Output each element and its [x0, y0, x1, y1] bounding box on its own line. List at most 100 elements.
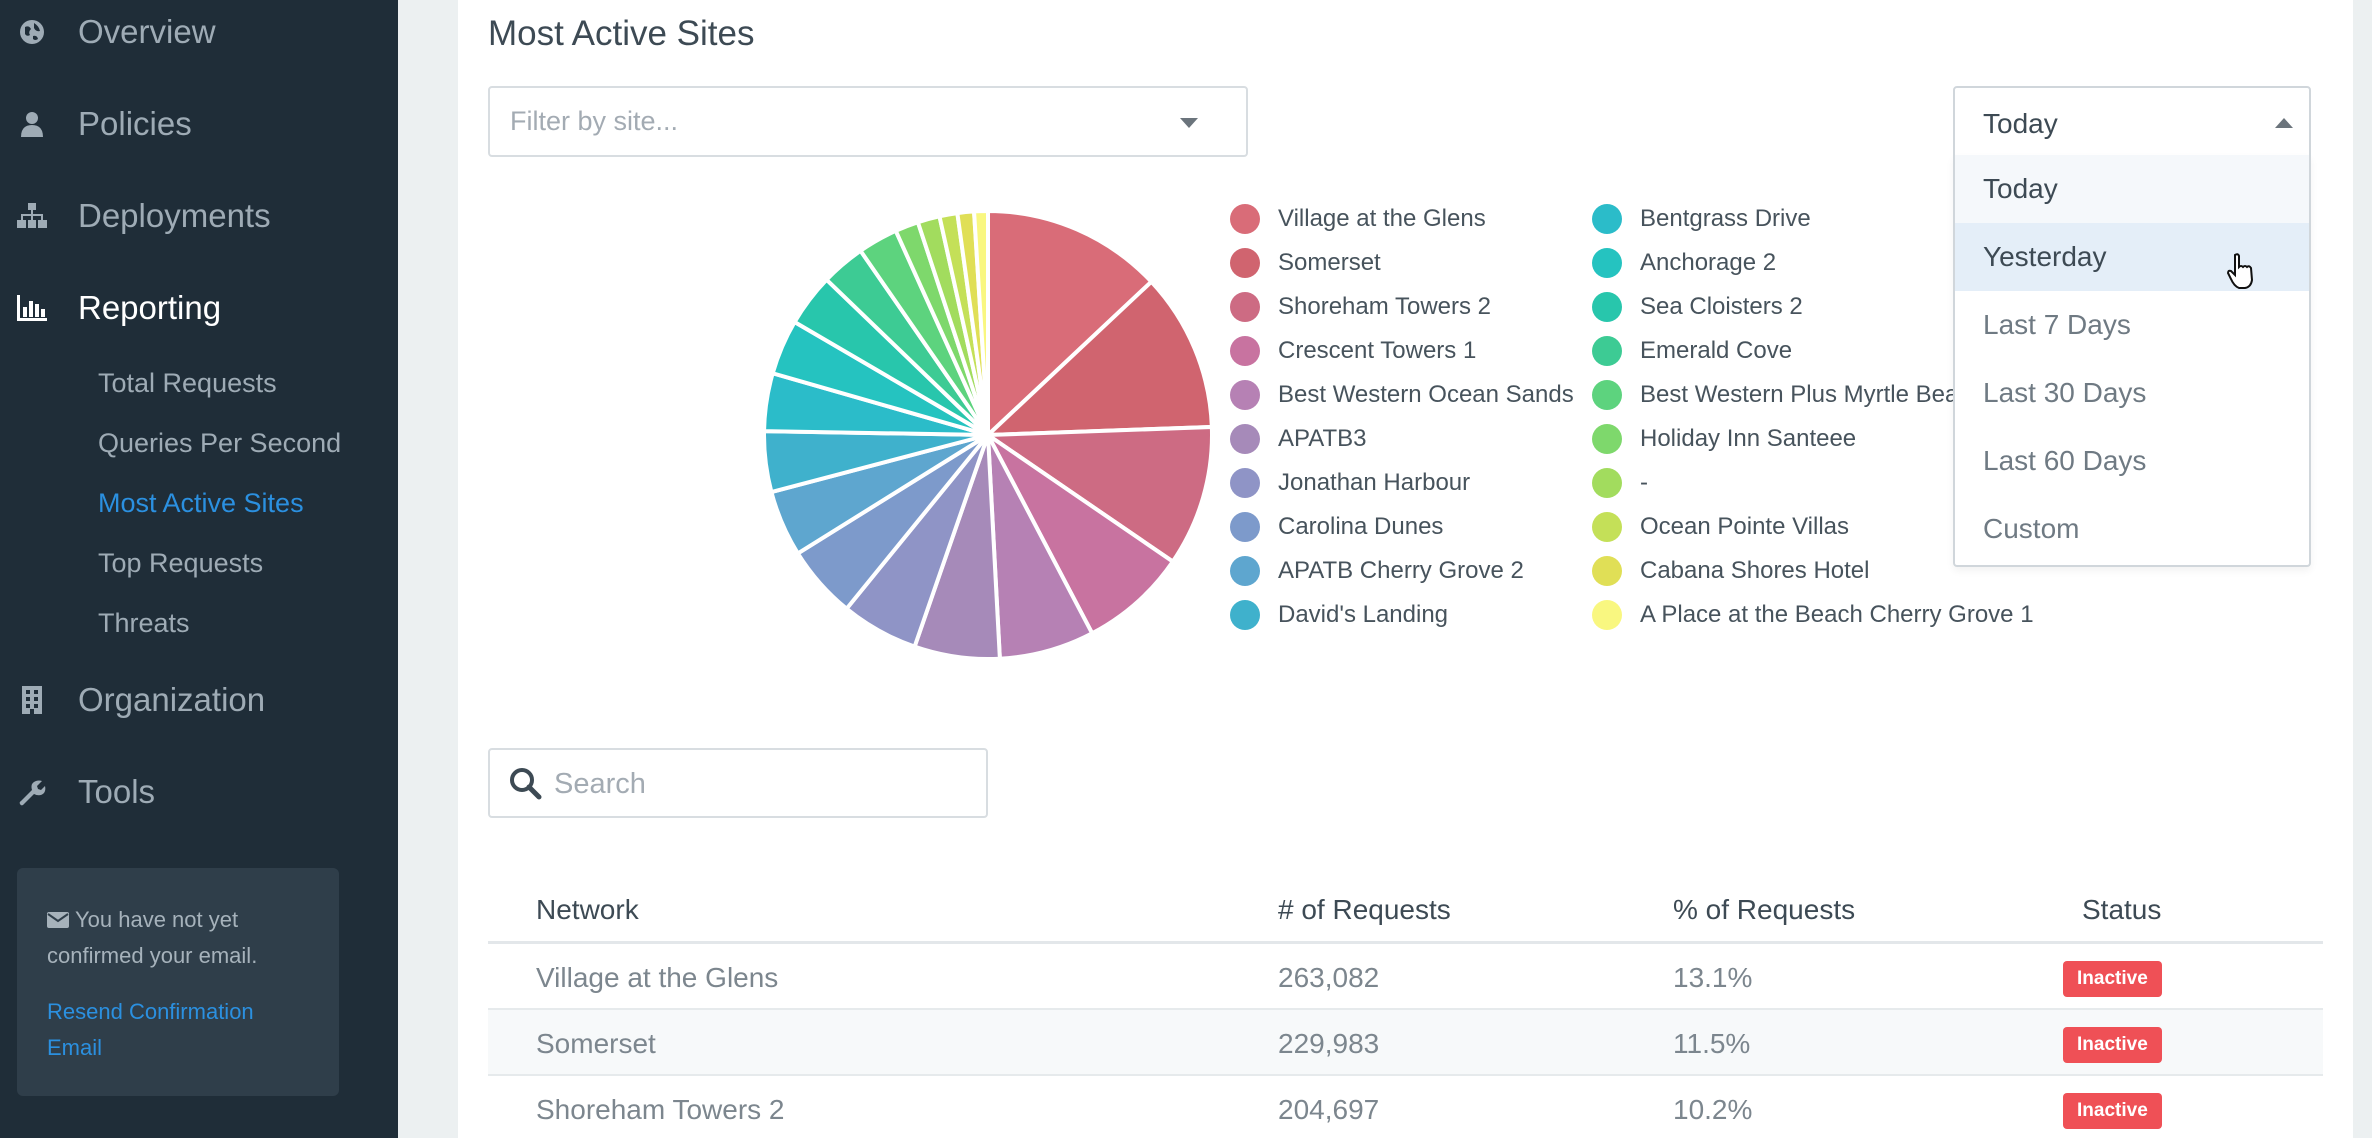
legend-swatch	[1230, 424, 1260, 454]
cell-network: Shoreham Towers 2	[536, 1094, 785, 1125]
date-option-last-60-days[interactable]: Last 60 Days	[1983, 445, 2147, 476]
date-option-custom[interactable]: Custom	[1983, 513, 2080, 544]
legend-swatch	[1592, 204, 1622, 234]
legend-label: Sea Cloisters 2	[1640, 293, 1803, 320]
user-icon	[14, 106, 50, 142]
nav-organization[interactable]: Organization	[0, 660, 398, 740]
legend-item[interactable]: A Place at the Beach Cherry Grove 1	[1592, 600, 2034, 630]
site-filter-dropdown[interactable]	[488, 86, 1248, 157]
table-row[interactable]: Village at the Glens 263,082 13.1% Inact…	[488, 944, 2323, 1010]
building-icon	[14, 682, 50, 718]
legend-item[interactable]: APATB3	[1230, 424, 1366, 454]
legend-label: -	[1640, 469, 1648, 496]
table-header: Network # of Requests % of Requests Stat…	[488, 872, 2323, 944]
cell-percent: 11.5%	[1673, 1028, 1751, 1059]
legend-item[interactable]: -	[1592, 468, 1648, 498]
legend-swatch	[1592, 556, 1622, 586]
legend-label: Holiday Inn Santeee	[1640, 425, 1857, 452]
legend-item[interactable]: Emerald Cove	[1592, 336, 1792, 366]
cell-requests: 263,082	[1278, 962, 1380, 993]
date-range-menu: Today Yesterday Last 7 Days Last 30 Days…	[1953, 155, 2311, 567]
legend-swatch	[1230, 248, 1260, 278]
legend-item[interactable]: Crescent Towers 1	[1230, 336, 1476, 366]
date-option-today[interactable]: Today	[1955, 155, 2309, 223]
table-row[interactable]: Shoreham Towers 2 204,697 10.2% Inactive	[488, 1076, 2323, 1138]
legend-item[interactable]: David's Landing	[1230, 600, 1448, 630]
legend-swatch	[1592, 292, 1622, 322]
sub-most-active-sites[interactable]: Most Active Sites	[98, 488, 304, 518]
sub-top-requests[interactable]: Top Requests	[98, 548, 264, 578]
page-title: Most Active Sites	[488, 14, 755, 53]
pie-slice[interactable]	[986, 208, 1155, 440]
nav-tools[interactable]: Tools	[0, 752, 398, 832]
legend-item[interactable]: APATB Cherry Grove 2	[1230, 556, 1524, 586]
nav-organization-label: Organization	[78, 681, 266, 718]
site-filter-input[interactable]	[510, 106, 1170, 137]
date-range-select[interactable]: Today	[1953, 86, 2311, 157]
chevron-down-icon	[1180, 118, 1198, 128]
legend-item[interactable]: Best Western Ocean Sands	[1230, 380, 1574, 410]
hand-pointer-cursor-icon	[2227, 253, 2254, 289]
nav-deployments[interactable]: Deployments	[0, 176, 398, 256]
legend-swatch	[1592, 336, 1622, 366]
pie-slice[interactable]	[986, 433, 1176, 637]
globe-icon	[14, 14, 50, 50]
legend-swatch	[1230, 204, 1260, 234]
legend-item[interactable]: Somerset	[1230, 248, 1381, 278]
legend-swatch	[1230, 556, 1260, 586]
legend-item[interactable]: Sea Cloisters 2	[1592, 292, 1803, 322]
legend-swatch	[1592, 380, 1622, 410]
date-option-last-7-days[interactable]: Last 7 Days	[1983, 309, 2131, 340]
nav-policies-label: Policies	[78, 105, 192, 142]
legend-label: Bentgrass Drive	[1640, 205, 1811, 232]
search-input[interactable]	[554, 768, 964, 801]
legend-item[interactable]: Shoreham Towers 2	[1230, 292, 1491, 322]
legend-label: Crescent Towers 1	[1278, 337, 1477, 364]
legend-item[interactable]: Best Western Plus Myrtle Beach	[1592, 380, 1984, 410]
col-requests[interactable]: # of Requests	[1278, 894, 1451, 925]
chevron-up-icon	[2275, 118, 2293, 128]
legend-swatch	[1230, 468, 1260, 498]
date-range-value: Today	[1983, 108, 2058, 139]
legend-item[interactable]: Carolina Dunes	[1230, 512, 1443, 542]
legend-swatch	[1592, 424, 1622, 454]
nav-reporting[interactable]: Reporting	[0, 268, 398, 348]
legend-label: Best Western Plus Myrtle Beach	[1640, 381, 1984, 408]
pie-slice[interactable]	[981, 424, 1214, 565]
sub-threats[interactable]: Threats	[98, 608, 190, 638]
chart-legend: Village at the Glens Somerset Shoreham Tow…	[1228, 200, 2348, 660]
nav-overview[interactable]: Overview	[0, 0, 398, 72]
sites-table: Network # of Requests % of Requests Stat…	[488, 872, 2323, 1138]
legend-swatch	[1230, 380, 1260, 410]
sidebar: Overview Policies Deployments Reporting …	[0, 0, 398, 1138]
legend-label: Carolina Dunes	[1278, 513, 1444, 540]
col-percent[interactable]: % of Requests	[1673, 894, 1856, 925]
pie-slice[interactable]	[971, 208, 990, 436]
legend-label: Somerset	[1278, 249, 1381, 276]
search-field[interactable]	[488, 748, 988, 818]
legend-swatch	[1230, 512, 1260, 542]
date-option-yesterday[interactable]: Yesterday	[1955, 223, 2309, 291]
col-status[interactable]: Status	[2082, 894, 2162, 925]
sub-queries-per-second[interactable]: Queries Per Second	[98, 428, 342, 458]
cell-requests: 229,983	[1278, 1028, 1380, 1059]
legend-item[interactable]: Bentgrass Drive	[1592, 204, 1811, 234]
sub-total-requests[interactable]: Total Requests	[98, 368, 277, 398]
date-option-last-30-days[interactable]: Last 30 Days	[1983, 377, 2147, 408]
legend-label: Cabana Shores Hotel	[1640, 557, 1870, 584]
legend-swatch	[1230, 292, 1260, 322]
legend-swatch	[1592, 248, 1622, 278]
col-network[interactable]: Network	[536, 894, 639, 925]
resend-confirmation-link[interactable]: Resend Confirmation Email	[47, 999, 254, 1060]
legend-item[interactable]: Ocean Pointe Villas	[1592, 512, 1849, 542]
legend-item[interactable]: Cabana Shores Hotel	[1592, 556, 1869, 586]
legend-item[interactable]: Anchorage 2	[1592, 248, 1776, 278]
legend-item[interactable]: Village at the Glens	[1230, 204, 1486, 234]
cell-percent: 10.2%	[1673, 1094, 1753, 1125]
legend-item[interactable]: Holiday Inn Santeee	[1592, 424, 1856, 454]
legend-item[interactable]: Jonathan Harbour	[1230, 468, 1470, 498]
bar-chart-icon	[14, 290, 50, 326]
nav-policies[interactable]: Policies	[0, 84, 398, 164]
table-row[interactable]: Somerset 229,983 11.5% Inactive	[488, 1010, 2323, 1076]
pie-slice[interactable]	[982, 278, 1214, 438]
